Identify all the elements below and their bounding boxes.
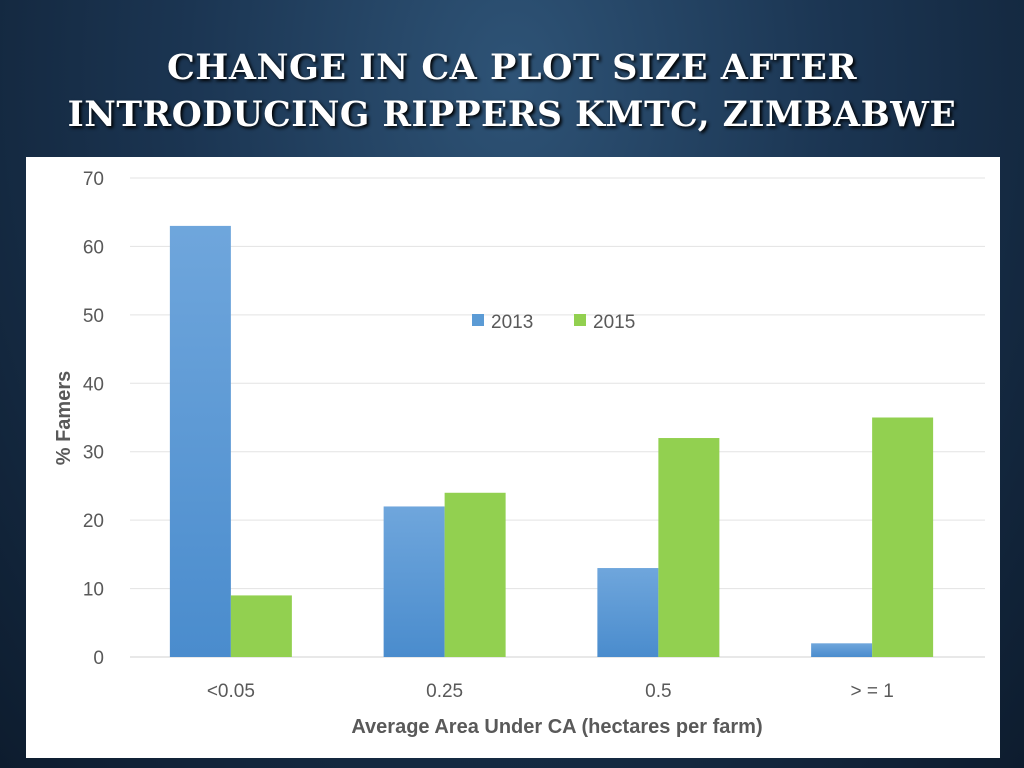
bar-2013-0 [169, 225, 231, 657]
bar-2015-2 [658, 438, 720, 657]
y-tick-label: 60 [83, 237, 104, 258]
legend: 2013 2015 [472, 312, 635, 333]
y-tick-label: 50 [83, 306, 104, 327]
bar-2015-3 [872, 417, 934, 657]
x-tick-label: 0.5 [645, 681, 671, 702]
slide-title-line-1: CHANGE IN CA PLOT SIZE AFTER [166, 47, 858, 88]
legend-swatch-2013 [472, 314, 484, 326]
bar-2013-3 [811, 643, 873, 657]
y-tick-label: 70 [83, 169, 104, 190]
x-tick-label: <0.05 [207, 681, 255, 702]
bar-2013-1 [383, 506, 445, 657]
bar-2015-0 [230, 595, 292, 657]
bar-2013-2 [597, 568, 659, 657]
legend-label: 2015 [593, 312, 635, 333]
slide-title-line-2: INTRODUCING RIPPERS KMTC, ZIMBABWE [67, 95, 957, 135]
legend-swatch-2015 [574, 314, 586, 326]
y-tick-label: 0 [93, 648, 104, 669]
y-tick-label: 20 [83, 511, 104, 532]
x-tick-label: > = 1 [850, 681, 893, 702]
y-tick-label: 10 [83, 580, 104, 601]
y-axis-label: % Famers [53, 371, 75, 466]
bar-2015-1 [444, 492, 506, 657]
x-tick-label: 0.25 [426, 681, 463, 702]
y-tick-label: 40 [83, 374, 104, 395]
legend-label: 2013 [491, 312, 533, 333]
x-axis-label: Average Area Under CA (hectares per farm… [351, 716, 762, 738]
y-tick-label: 30 [83, 443, 104, 464]
